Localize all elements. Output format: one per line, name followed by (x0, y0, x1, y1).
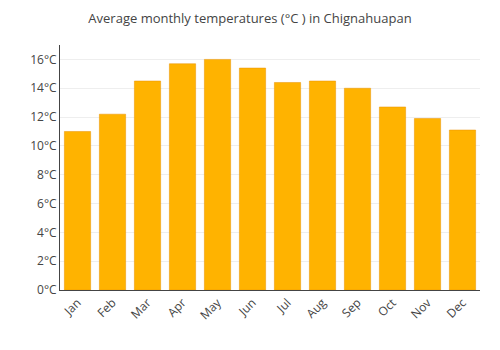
svg-text:10°C: 10°C (30, 137, 57, 154)
svg-text:Oct: Oct (374, 294, 400, 320)
svg-text:Jul: Jul (272, 294, 294, 316)
svg-text:Jan: Jan (60, 294, 85, 319)
svg-text:16°C: 16°C (30, 51, 57, 68)
svg-text:0°C: 0°C (37, 281, 57, 298)
svg-text:Feb: Feb (93, 294, 119, 320)
svg-text:Dec: Dec (443, 294, 470, 321)
svg-text:May: May (196, 294, 225, 323)
svg-text:Apr: Apr (164, 294, 190, 320)
svg-text:Nov: Nov (407, 294, 435, 322)
svg-text:8°C: 8°C (37, 166, 57, 183)
svg-text:Aug: Aug (302, 294, 330, 322)
svg-text:Sep: Sep (338, 294, 365, 321)
svg-text:4°C: 4°C (37, 224, 57, 241)
svg-text:Jun: Jun (234, 294, 259, 319)
svg-text:Average monthly temperatures (: Average monthly temperatures (°C ) in Ch… (88, 9, 411, 27)
svg-text:2°C: 2°C (37, 252, 57, 269)
svg-text:6°C: 6°C (37, 195, 57, 212)
svg-text:14°C: 14°C (30, 79, 57, 96)
svg-text:Mar: Mar (127, 294, 155, 322)
svg-text:12°C: 12°C (30, 108, 57, 125)
